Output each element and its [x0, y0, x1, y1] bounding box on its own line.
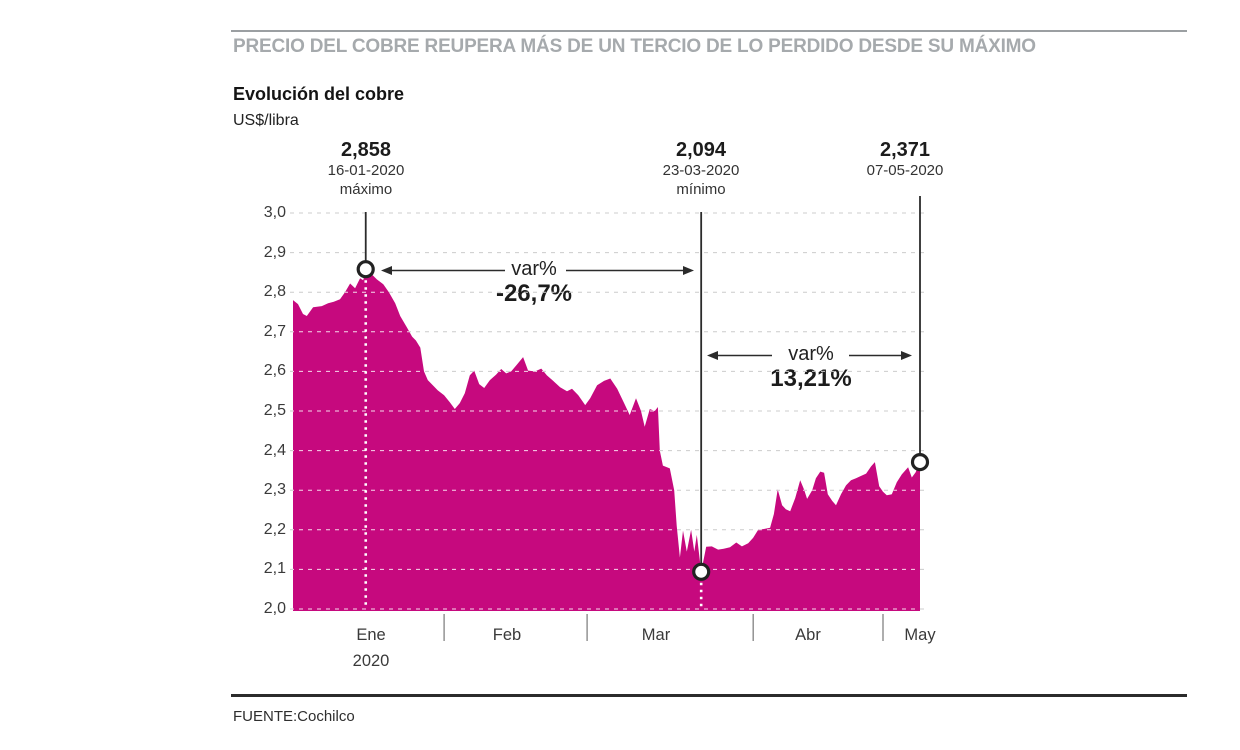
y-axis-label: 2,8 — [263, 283, 286, 300]
variation-arrows — [381, 266, 912, 360]
y-axis-label: 2,4 — [263, 442, 286, 459]
y-axis-label: 2,0 — [263, 600, 286, 617]
y-axis-label: 2,7 — [263, 323, 286, 340]
annotation-max-note: máximo — [339, 181, 393, 198]
annotation-minimum: 2,094 23-03-2020 mínimo — [606, 139, 796, 199]
variation-value: 13,21% — [770, 365, 852, 392]
annotation-maximum: 2,858 16-01-2020 máximo — [271, 139, 461, 199]
annotation-max-date: 16-01-2020 — [327, 162, 405, 179]
x-axis-month-label: Ene — [356, 626, 386, 644]
x-axis-month-label: Mar — [641, 626, 671, 644]
x-axis-month-label: May — [904, 626, 936, 644]
annotation-min-note: mínimo — [676, 181, 726, 198]
variation-annotation-drop: var% -26,7% — [434, 258, 634, 308]
variation-label: var% — [511, 258, 557, 280]
bottom-divider-rule — [231, 694, 1187, 697]
annotation-latest-date: 07-05-2020 — [866, 162, 944, 179]
variation-label: var% — [788, 343, 834, 365]
data-point-marker — [692, 562, 711, 581]
x-axis-month-label: Abr — [795, 626, 821, 644]
source-credit: FUENTE:Cochilco — [233, 708, 355, 725]
annotation-min-value: 2,094 — [675, 139, 727, 161]
chart-unit-label: US$/libra — [233, 112, 299, 129]
annotation-latest: 2,371 07-05-2020 — [810, 139, 1000, 180]
x-axis-year-label: 2020 — [352, 652, 390, 670]
y-axis-label: 2,6 — [263, 362, 286, 379]
y-axis-label: 3,0 — [263, 204, 286, 221]
data-point-marker — [910, 453, 930, 472]
top-divider-rule — [231, 30, 1187, 32]
data-point-marker — [356, 260, 375, 279]
annotation-latest-value: 2,371 — [879, 139, 931, 161]
y-axis-label: 2,3 — [263, 481, 286, 498]
y-axis-label: 2,9 — [263, 244, 286, 261]
chart-title: Evolución del cobre — [233, 84, 405, 104]
kicker-headline: PRECIO DEL COBRE REUPERA MÁS DE UN TERCI… — [233, 36, 1036, 57]
variation-value: -26,7% — [495, 280, 573, 307]
variation-annotation-recovery: var% 13,21% — [711, 343, 911, 393]
annotation-max-value: 2,858 — [340, 139, 392, 161]
annotation-min-date: 23-03-2020 — [662, 162, 740, 179]
price-area-series — [293, 269, 920, 611]
x-axis-month-label: Feb — [492, 626, 522, 644]
y-axis-label: 2,1 — [263, 560, 286, 577]
y-axis-label: 2,2 — [263, 521, 286, 538]
y-axis-label: 2,5 — [263, 402, 286, 419]
